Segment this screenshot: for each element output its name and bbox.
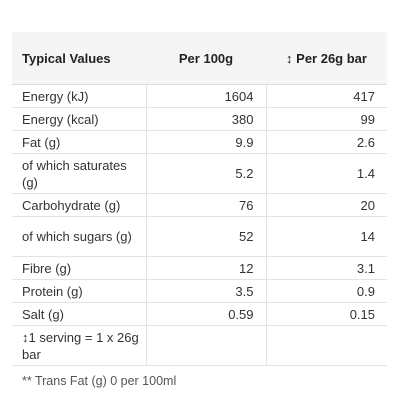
value-per-100g: 3.5	[146, 279, 267, 303]
value-per-bar: 0.9	[266, 279, 387, 303]
trans-fat-footnote: ** Trans Fat (g) 0 per 100ml	[22, 374, 177, 388]
header-per-bar: ↕ Per 26g bar	[266, 32, 387, 85]
value-per-100g: 12	[146, 256, 267, 280]
value-per-100g: 5.2	[146, 153, 267, 194]
table-row: Fibre (g) 12 3.1	[12, 256, 387, 280]
table-row: Fat (g) 9.9 2.6	[12, 130, 387, 154]
row-label: Carbohydrate (g)	[12, 193, 147, 217]
nutrition-table: Typical Values Per 100g ↕ Per 26g bar En…	[12, 32, 387, 366]
table-row: of which sugars (g) 52 14	[12, 216, 387, 257]
table-body: Energy (kJ) 1604 417 Energy (kcal) 380 9…	[12, 84, 387, 366]
header-typical-values: Typical Values	[12, 32, 146, 85]
row-label: of which saturates (g)	[12, 153, 147, 194]
table-row: Protein (g) 3.5 0.9	[12, 279, 387, 303]
table-row: Carbohydrate (g) 76 20	[12, 193, 387, 217]
table-row: Salt (g) 0.59 0.15	[12, 302, 387, 326]
value-per-100g: 0.59	[146, 302, 267, 326]
value-per-100g: 1604	[146, 84, 267, 108]
value-per-bar: 3.1	[266, 256, 387, 280]
value-per-100g: 76	[146, 193, 267, 217]
value-per-bar: 1.4	[266, 153, 387, 194]
value-per-100g: 52	[146, 216, 267, 257]
serving-note: ↕1 serving = 1 x 26g bar	[12, 325, 147, 366]
value-per-100g: 9.9	[146, 130, 267, 154]
table-row: of which saturates (g) 5.2 1.4	[12, 153, 387, 194]
table-row: Energy (kcal) 380 99	[12, 107, 387, 131]
value-per-bar: 2.6	[266, 130, 387, 154]
value-per-bar: 99	[266, 107, 387, 131]
value-per-100g	[146, 325, 267, 366]
row-label: Protein (g)	[12, 279, 147, 303]
table-header: Typical Values Per 100g ↕ Per 26g bar	[12, 32, 387, 85]
value-per-bar: 0.15	[266, 302, 387, 326]
value-per-bar: 20	[266, 193, 387, 217]
table-row: ↕1 serving = 1 x 26g bar	[12, 325, 387, 366]
header-per-100g: Per 100g	[146, 32, 266, 85]
row-label: Energy (kJ)	[12, 84, 147, 108]
value-per-bar	[266, 325, 387, 366]
value-per-bar: 417	[266, 84, 387, 108]
nutrition-table-container: Typical Values Per 100g ↕ Per 26g bar En…	[12, 32, 387, 366]
row-label: of which sugars (g)	[12, 216, 147, 257]
value-per-100g: 380	[146, 107, 267, 131]
value-per-bar: 14	[266, 216, 387, 257]
row-label: Energy (kcal)	[12, 107, 147, 131]
row-label: Fibre (g)	[12, 256, 147, 280]
row-label: Salt (g)	[12, 302, 147, 326]
row-label: Fat (g)	[12, 130, 147, 154]
table-row: Energy (kJ) 1604 417	[12, 84, 387, 108]
header-row: Typical Values Per 100g ↕ Per 26g bar	[12, 32, 387, 85]
